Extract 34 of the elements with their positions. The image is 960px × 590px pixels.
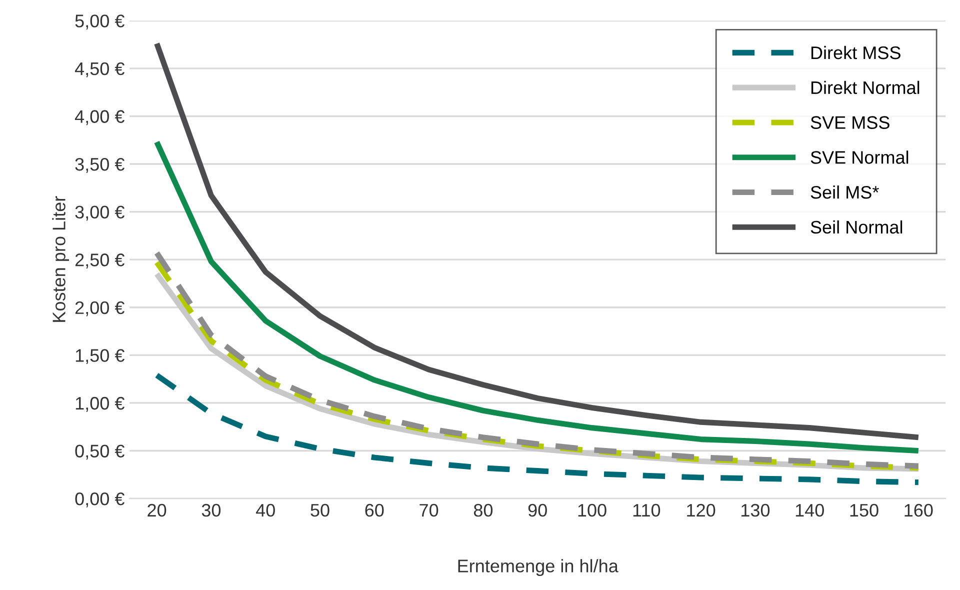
legend-label: Seil Normal xyxy=(810,220,902,234)
y-tick-label: 2,00 € xyxy=(75,301,124,316)
x-tick-label: 100 xyxy=(578,504,606,517)
x-tick-label: 50 xyxy=(310,504,330,517)
x-tick-label: 120 xyxy=(687,504,716,517)
y-tick-label: 0,50 € xyxy=(75,444,124,460)
y-tick-label: 0,00 € xyxy=(75,492,124,508)
legend-label: Seil MS* xyxy=(810,185,879,199)
x-tick-label: 110 xyxy=(633,504,660,517)
x-tick-label: 20 xyxy=(148,504,166,517)
y-tick-label: 4,00 € xyxy=(74,110,124,126)
x-axis-title: Erntemenge in hl/ha xyxy=(458,559,618,576)
y-tick-label: 2,50 € xyxy=(75,254,124,268)
y-tick-label: 1,50 € xyxy=(76,349,124,364)
legend-label: Direkt Normal xyxy=(811,80,920,94)
legend-label: SVE MSS xyxy=(810,116,890,129)
y-tick-label: 1,00 € xyxy=(76,396,124,412)
x-tick-label: 60 xyxy=(365,504,384,517)
y-tick-label: 3,50 € xyxy=(75,158,124,173)
y-axis-title: Kosten pro Liter xyxy=(52,196,69,322)
x-tick-label: 160 xyxy=(904,504,933,517)
x-tick-label: 140 xyxy=(796,504,824,517)
x-tick-label: 150 xyxy=(850,504,878,517)
y-tick-label: 4,50 € xyxy=(74,62,124,78)
legend-label: SVE Normal xyxy=(810,150,908,164)
x-tick-label: 30 xyxy=(202,504,221,517)
x-tick-label: 70 xyxy=(420,504,438,517)
y-tick-label: 5,00 € xyxy=(75,14,124,30)
x-tick-label: 90 xyxy=(528,504,547,517)
x-tick-label: 40 xyxy=(256,504,275,517)
legend-label: Direkt MSS xyxy=(811,46,900,60)
y-tick-label: 3,00 € xyxy=(75,206,124,221)
x-tick-label: 130 xyxy=(742,504,770,517)
x-tick-label: 80 xyxy=(474,504,493,517)
